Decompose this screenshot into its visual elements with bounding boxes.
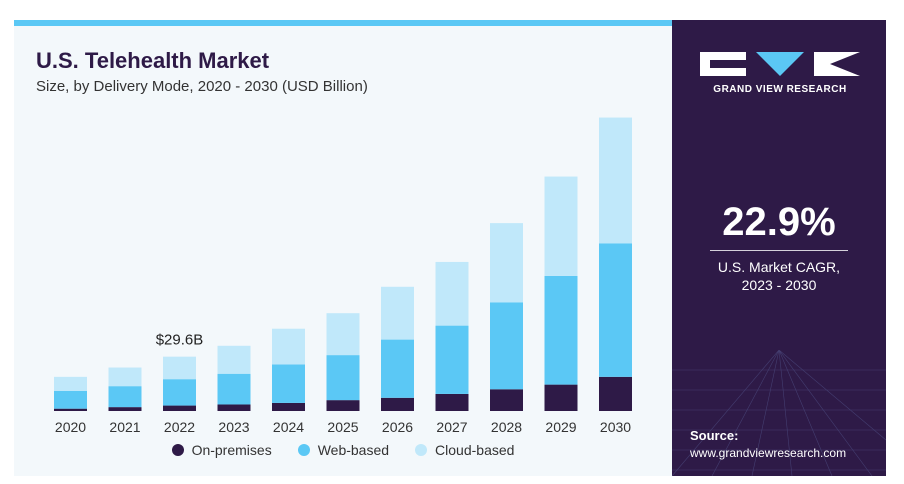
bar-cloud-based-2022 — [163, 356, 196, 380]
legend-label-on-premises: On-premises — [191, 442, 272, 458]
legend-item-on-premises: On-premises — [171, 442, 272, 458]
grand-view-research-logo-icon — [700, 52, 860, 76]
legend-swatch-cloud-based — [415, 444, 428, 456]
bar-cloud-based-2026 — [381, 286, 414, 340]
brand-name: GRAND VIEW RESEARCH — [713, 84, 847, 95]
x-tick-label-2020: 2020 — [55, 419, 86, 435]
bar-on-premises-2026 — [381, 397, 414, 411]
legend-label-web-based: Web-based — [317, 442, 390, 458]
x-tick-label-2027: 2027 — [436, 419, 467, 435]
bar-web-based-2029 — [544, 275, 578, 385]
bar-web-based-2030 — [599, 243, 632, 377]
x-tick-label-2024: 2024 — [273, 419, 304, 435]
grid-pattern-decoration — [672, 350, 886, 476]
bar-web-based-2021 — [108, 386, 142, 408]
bar-web-based-2024 — [272, 364, 305, 403]
source-url: www.grandviewresearch.com — [690, 446, 847, 460]
chart-legend: On-premises Web-based Cloud-based — [14, 442, 672, 458]
bar-on-premises-2024 — [272, 402, 305, 411]
bar-on-premises-2028 — [490, 389, 523, 411]
bar-web-based-2025 — [326, 355, 360, 401]
x-tick-label-2023: 2023 — [218, 419, 249, 435]
bar-on-premises-2025 — [326, 400, 360, 411]
stacked-bar-chart: 2020 2021 2022 $29.6B 2023 2024 2025 2026 2027 20… — [54, 117, 632, 435]
bar-on-premises-2021 — [108, 407, 142, 411]
bar-cloud-based-2029 — [544, 176, 578, 276]
bar-cloud-based-2023 — [217, 345, 251, 374]
x-tick-label-2022: 2022 — [164, 419, 195, 435]
legend-item-web-based: Web-based — [297, 442, 390, 458]
x-tick-label-2025: 2025 — [327, 419, 358, 435]
x-tick-label-2029: 2029 — [545, 419, 576, 435]
infographic-card: U.S. Telehealth Market Size, by Delivery… — [14, 20, 886, 476]
legend-item-cloud-based: Cloud-based — [415, 442, 514, 458]
bar-web-based-2028 — [490, 302, 523, 390]
cagr-divider — [710, 250, 848, 251]
x-tick-label-2026: 2026 — [382, 419, 413, 435]
x-tick-label-2021: 2021 — [109, 419, 140, 435]
source-label: Source: — [690, 428, 739, 443]
bar-web-based-2026 — [381, 339, 414, 398]
chart-title: U.S. Telehealth Market — [36, 48, 270, 73]
legend-swatch-on-premises — [171, 444, 184, 456]
bar-cloud-based-2027 — [435, 261, 469, 326]
bar-web-based-2027 — [435, 325, 469, 394]
bar-on-premises-2020 — [54, 408, 87, 411]
x-tick-label-2030: 2030 — [600, 419, 631, 435]
bar-on-premises-2027 — [435, 393, 469, 411]
cagr-label: U.S. Market CAGR, 2023 - 2030 — [672, 258, 886, 294]
bar-cloud-based-2024 — [272, 328, 305, 365]
legend-label-cloud-based: Cloud-based — [435, 442, 515, 458]
legend-swatch-web-based — [297, 444, 310, 456]
bar-on-premises-2023 — [217, 404, 251, 411]
bar-web-based-2022 — [163, 379, 196, 406]
bar-on-premises-2029 — [544, 384, 578, 411]
bar-cloud-based-2028 — [490, 223, 523, 303]
bar-on-premises-2022 — [163, 405, 196, 411]
bar-cloud-based-2020 — [54, 376, 87, 391]
cagr-label-line1: U.S. Market CAGR, — [717, 259, 841, 275]
cagr-value: 22.9% — [722, 200, 836, 244]
bar-on-premises-2030 — [599, 376, 632, 411]
cagr-label-line2: 2023 - 2030 — [741, 277, 817, 293]
bar-web-based-2023 — [217, 373, 251, 405]
bar-cloud-based-2030 — [599, 117, 632, 244]
data-label-2022: $29.6B — [156, 332, 204, 349]
info-panel: GRAND VIEW RESEARCH 22.9% U.S. Market CA… — [672, 20, 886, 476]
bar-web-based-2020 — [54, 390, 87, 409]
x-tick-label-2028: 2028 — [491, 419, 522, 435]
chart-panel: U.S. Telehealth Market Size, by Delivery… — [14, 20, 672, 476]
bar-cloud-based-2021 — [108, 367, 142, 387]
chart-subtitle: Size, by Delivery Mode, 2020 - 2030 (USD… — [36, 78, 368, 95]
bar-cloud-based-2025 — [326, 313, 360, 356]
